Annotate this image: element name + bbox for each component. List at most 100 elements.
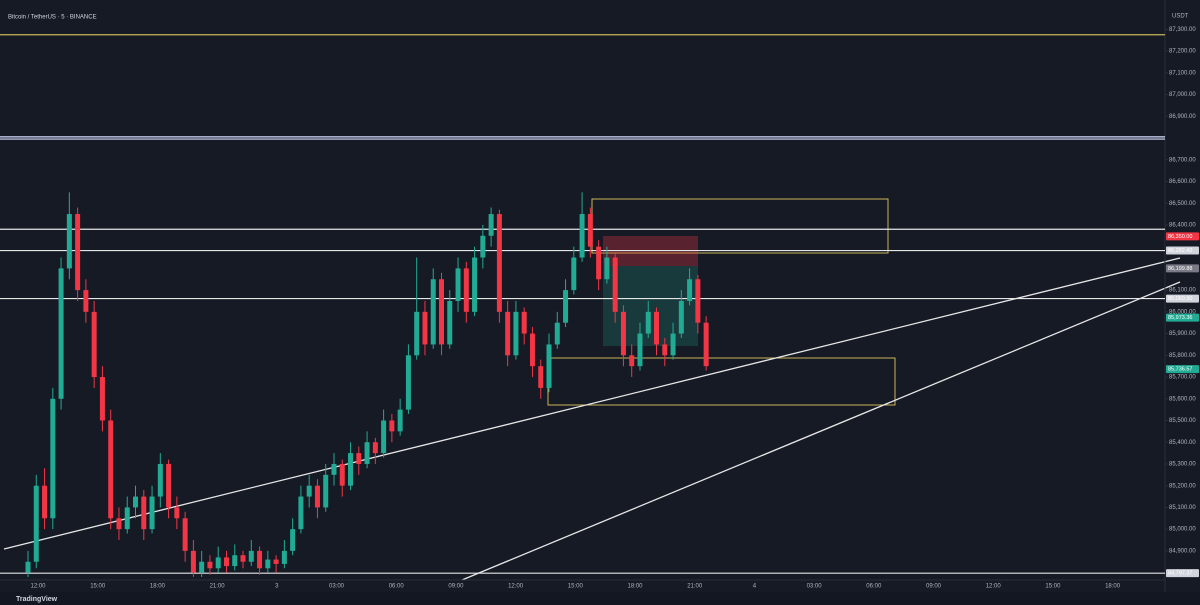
- x-tick-label: 12:00: [30, 584, 46, 590]
- x-tick-label: 3: [275, 584, 279, 590]
- candle-body: [240, 555, 246, 562]
- candle-body: [488, 214, 494, 236]
- candle-body: [108, 420, 114, 519]
- y-tick-label: 85,600.00: [1169, 396, 1196, 402]
- candle-body: [538, 366, 544, 388]
- price-label: 86,282.43: [1168, 248, 1192, 254]
- y-tick-label: 85,800.00: [1169, 353, 1196, 359]
- price-label-bg: [1166, 365, 1199, 374]
- candle-body: [554, 322, 560, 345]
- x-tick-label: 09:00: [926, 584, 942, 590]
- candle-body: [50, 398, 56, 519]
- x-tick-label: 12:00: [508, 584, 524, 590]
- trend-line: [461, 281, 1181, 581]
- candle-body: [521, 311, 527, 334]
- candle-body: [430, 279, 436, 345]
- y-tick-label: 86,100.00: [1169, 288, 1196, 294]
- candle-body: [182, 518, 188, 551]
- candle-body: [306, 485, 312, 497]
- candle-body: [58, 268, 64, 399]
- candle-body: [232, 555, 238, 567]
- candle-body: [496, 214, 502, 312]
- candle-body: [348, 453, 354, 486]
- candle-body: [75, 214, 81, 291]
- y-tick-label: 85,700.00: [1169, 375, 1196, 381]
- x-tick-label: 03:00: [807, 584, 823, 590]
- x-tick-label: 18:00: [1105, 584, 1121, 590]
- candle-body: [381, 420, 387, 454]
- y-tick-label: 86,900.00: [1169, 114, 1196, 120]
- candle-body: [596, 246, 602, 280]
- y-tick-label: 87,300.00: [1169, 27, 1196, 33]
- candle-body: [505, 311, 511, 356]
- candle-body: [455, 268, 461, 301]
- y-tick-label: 85,100.00: [1169, 505, 1196, 511]
- candle-body: [248, 550, 254, 562]
- y-tick-label: 85,400.00: [1169, 440, 1196, 446]
- candle-body: [215, 557, 221, 569]
- candle-body: [480, 235, 486, 258]
- y-tick-label: 85,300.00: [1169, 462, 1196, 468]
- price-label: 84,797.37: [1168, 571, 1192, 577]
- candle-body: [695, 279, 701, 323]
- x-tick-label: 06:00: [866, 584, 882, 590]
- candle-body: [389, 420, 395, 432]
- candle-body: [281, 550, 287, 564]
- candle-body: [405, 355, 411, 410]
- x-tick-label: 15:00: [1045, 584, 1061, 590]
- price-label: 86,350.00: [1168, 234, 1192, 240]
- candle-body: [422, 311, 428, 345]
- x-tick-label: 18:00: [627, 584, 643, 590]
- candle-body: [678, 300, 684, 334]
- candle-body: [579, 214, 585, 258]
- y-tick-label: 85,000.00: [1169, 527, 1196, 533]
- candle-body: [314, 485, 320, 508]
- candle-body: [364, 442, 370, 464]
- candle-body: [99, 377, 105, 421]
- y-tick-label: 86,000.00: [1169, 309, 1196, 315]
- price-label-bg: [1166, 313, 1199, 322]
- x-tick-label: 06:00: [389, 584, 405, 590]
- candle-body: [157, 463, 163, 497]
- x-tick-label: 12:00: [986, 584, 1002, 590]
- candle-body: [687, 279, 693, 301]
- candle-body: [265, 559, 271, 569]
- price-label-bg: [1166, 294, 1199, 303]
- y-tick-label: 85,500.00: [1169, 418, 1196, 424]
- candle-body: [472, 257, 478, 312]
- x-tick-label: 21:00: [210, 584, 226, 590]
- y-tick-label: 87,000.00: [1169, 92, 1196, 98]
- candle-body: [199, 561, 205, 573]
- candle-body: [587, 214, 593, 247]
- y-tick-label: 85,900.00: [1169, 331, 1196, 337]
- candle-body: [654, 311, 660, 345]
- candle-body: [25, 561, 31, 573]
- price-label: 85,736.57: [1168, 367, 1192, 373]
- candle-body: [339, 463, 345, 486]
- candle-body: [66, 214, 72, 269]
- candle-body: [513, 311, 519, 356]
- candle-body: [637, 333, 643, 367]
- candle-body: [223, 557, 229, 567]
- price-label-bg: [1166, 232, 1199, 241]
- candle-body: [439, 279, 444, 345]
- candle-body: [273, 559, 279, 564]
- candle-body: [703, 322, 709, 367]
- price-label-bg: [1166, 264, 1199, 273]
- candle-body: [83, 290, 89, 312]
- y-tick-label: 86,600.00: [1169, 179, 1196, 185]
- candle-body: [298, 496, 304, 530]
- candle-body: [546, 344, 552, 388]
- candle-body: [124, 507, 130, 530]
- candle-body: [91, 311, 97, 378]
- candle-body: [257, 550, 263, 569]
- candle-body: [604, 257, 610, 280]
- candle-body: [620, 311, 626, 356]
- price-label: 86,199.88: [1168, 266, 1192, 272]
- candle-body: [174, 507, 180, 519]
- y-tick-label: 86,500.00: [1169, 201, 1196, 207]
- x-tick-label: 18:00: [150, 584, 166, 590]
- candle-body: [670, 333, 676, 356]
- candle-body: [149, 496, 155, 530]
- candle-body: [141, 496, 147, 530]
